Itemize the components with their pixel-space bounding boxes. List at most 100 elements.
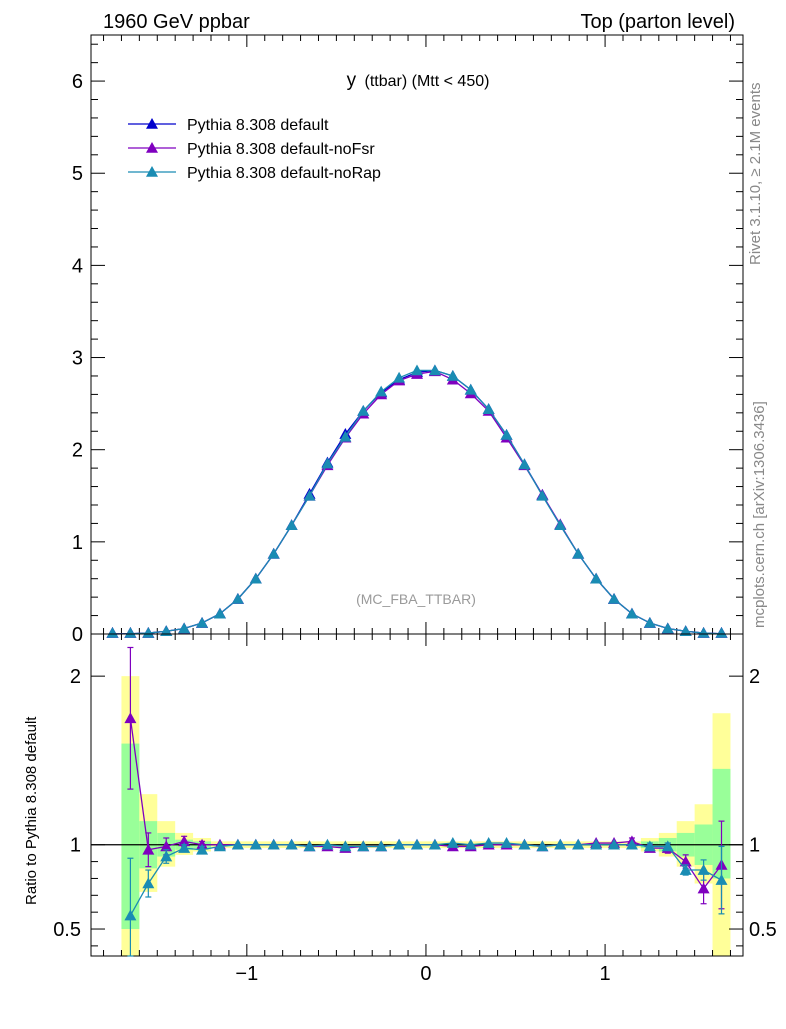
- main-series-point: [160, 625, 173, 637]
- mcplots-label: mcplots.cern.ch [arXiv:1306.3436]: [751, 401, 768, 628]
- x-tick-label: 0: [420, 963, 431, 985]
- header-left: 1960 GeV ppbar: [103, 11, 250, 33]
- legend-marker: [146, 118, 158, 129]
- x-tick-label: 1: [600, 963, 611, 985]
- main-series-point: [393, 371, 406, 383]
- y-tick-label: 5: [72, 163, 83, 185]
- ratio-y-tick-label: 2: [70, 666, 81, 688]
- ratio-y-tick-label: 0.5: [53, 919, 81, 941]
- main-series-point: [142, 627, 155, 638]
- main-series-point: [249, 572, 262, 584]
- ratio-series-point: [321, 838, 334, 850]
- ratio-series-point: [213, 840, 226, 852]
- main-series-point: [572, 547, 585, 559]
- main-series-point: [464, 383, 477, 395]
- ratio-plot-frame: [90, 633, 744, 957]
- ratio-series-point: [446, 837, 459, 848]
- ratio-series-point: [124, 712, 137, 724]
- main-series-point: [321, 457, 334, 469]
- main-series-point: [339, 430, 352, 442]
- main-series-point: [518, 458, 531, 470]
- main-series-point: [213, 607, 226, 619]
- ratio-series-point: [482, 837, 495, 848]
- ratio-series-point: [518, 838, 531, 850]
- ratio-series-point: [428, 838, 441, 850]
- legend-label: Pythia 8.308 default-noFsr: [187, 141, 375, 158]
- main-series-point: [375, 385, 388, 397]
- ratio-series-point: [554, 838, 567, 850]
- header-right: Top (parton level): [580, 11, 735, 33]
- ratio-series-point: [393, 838, 406, 850]
- main-series-point: [178, 622, 191, 634]
- y-tick-label: 4: [72, 255, 83, 277]
- ratio-y-tick-label-right: 2: [749, 666, 760, 688]
- main-series-point: [231, 592, 244, 604]
- legend-marker: [146, 166, 158, 177]
- ratio-y-tick-label-right: 1: [749, 835, 760, 857]
- main-series-point: [679, 625, 692, 637]
- y-tick-label: 1: [72, 532, 83, 554]
- ratio-y-tick-label: 1: [70, 835, 81, 857]
- main-title-symbol: y: [347, 70, 357, 91]
- ratio-series-point: [697, 882, 710, 894]
- ratio-series-point: [142, 877, 155, 889]
- ratio-series-point: [625, 838, 638, 850]
- main-series-point: [446, 369, 459, 381]
- ratio-ylabel: Ratio to Pythia 8.308 default: [23, 716, 40, 905]
- main-series-point: [106, 627, 119, 638]
- ratio-series-point: [411, 838, 423, 850]
- y-tick-label: 2: [72, 440, 83, 462]
- ratio-series-point: [303, 840, 316, 852]
- ratio-series-point: [160, 840, 173, 852]
- y-tick-label: 6: [72, 71, 83, 93]
- legend-marker: [146, 142, 158, 153]
- ratio-series-point: [160, 850, 173, 862]
- ratio-series-point: [357, 840, 370, 852]
- ratio-series-point: [697, 864, 710, 875]
- ratio-series-point: [679, 864, 692, 875]
- main-series-point: [625, 607, 638, 619]
- ratio-series-point: [267, 838, 280, 850]
- main-series-point: [428, 364, 441, 376]
- main-series-point: [661, 622, 674, 634]
- main-series-point: [608, 592, 621, 604]
- ratio-series-point: [339, 840, 352, 852]
- main-title: y (ttbar) (Mtt < 450): [347, 70, 490, 91]
- ratio-series-point: [464, 838, 477, 850]
- y-tick-label: 3: [72, 348, 83, 370]
- main-series-point: [482, 403, 495, 414]
- ratio-series-line: [129, 842, 722, 916]
- ratio-series-point: [500, 837, 513, 848]
- x-tick-label: −1: [235, 963, 258, 985]
- main-series-point: [643, 616, 656, 628]
- ratio-plot-panel: Ratio to Pythia 8.308 default 0.5 0.5 1 1 2 2…: [23, 633, 777, 985]
- legend-label: Pythia 8.308 default: [187, 117, 329, 134]
- legend-label: Pythia 8.308 default-noRap: [187, 165, 381, 182]
- ratio-series-point: [178, 835, 191, 847]
- main-series-point: [285, 519, 298, 531]
- ratio-series-point: [231, 838, 244, 850]
- legend: Pythia 8.308 default Pythia 8.308 default…: [128, 117, 381, 182]
- main-series-point: [303, 489, 316, 501]
- ratio-series-point: [643, 840, 656, 852]
- ratio-series-point: [661, 840, 674, 852]
- main-series-point: [590, 572, 603, 584]
- main-series-point: [196, 616, 209, 628]
- main-series-point: [715, 627, 728, 638]
- watermark: (MC_FBA_TTBAR): [356, 591, 476, 607]
- main-series-point: [536, 489, 549, 501]
- ratio-series-point: [608, 838, 621, 850]
- ratio-series-point: [679, 855, 692, 867]
- ratio-series-point: [375, 840, 388, 852]
- ratio-series-point: [590, 838, 603, 850]
- ratio-series-point: [249, 838, 262, 850]
- main-plot-panel: y (ttbar) (Mtt < 450) (MC_FBA_TTBAR) Pyt…: [72, 34, 744, 646]
- main-series-point: [697, 627, 710, 638]
- main-series-point: [411, 364, 423, 376]
- main-series-point: [267, 547, 280, 559]
- ratio-series-point: [142, 843, 155, 855]
- main-series-point: [357, 404, 370, 416]
- ratio-series-point: [536, 840, 549, 852]
- main-series-point: [500, 428, 513, 440]
